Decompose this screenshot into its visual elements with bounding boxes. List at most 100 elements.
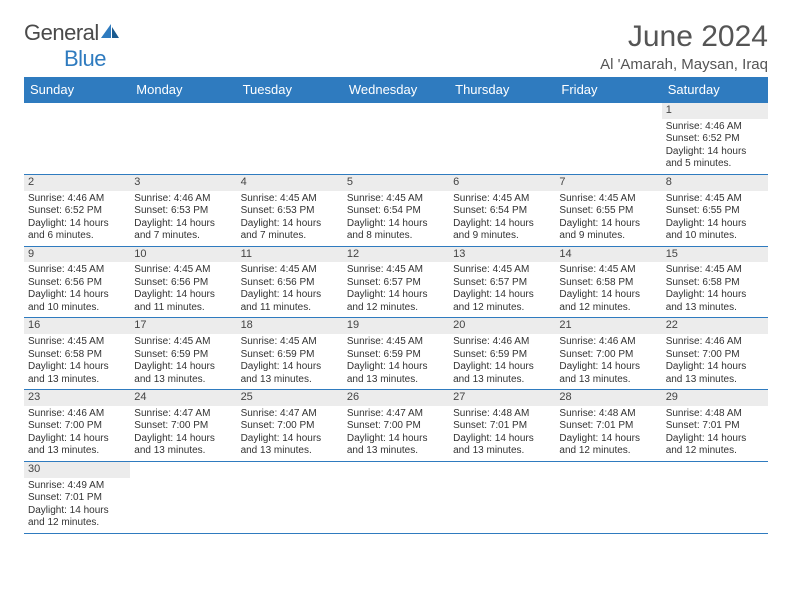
day-number: 19 xyxy=(343,318,449,334)
day-cell: 17 Sunrise: 4:45 AMSunset: 6:59 PMDayligh… xyxy=(130,318,236,389)
sunrise: Sunrise: 4:45 AM xyxy=(134,264,232,277)
day-cell xyxy=(24,103,130,174)
day-info: Sunrise: 4:45 AMSunset: 6:57 PMDaylight:… xyxy=(453,264,551,314)
sunrise: Sunrise: 4:45 AM xyxy=(347,193,445,206)
day-info: Sunrise: 4:45 AMSunset: 6:59 PMDaylight:… xyxy=(241,336,339,386)
day-cell: 5Sunrise: 4:45 AMSunset: 6:54 PMDaylight… xyxy=(343,175,449,246)
day-number: 21 xyxy=(555,318,661,334)
sunset: Sunset: 6:58 PM xyxy=(559,277,657,290)
sunrise: Sunrise: 4:45 AM xyxy=(666,264,764,277)
sunset: Sunset: 7:01 PM xyxy=(28,492,126,505)
day-info: Sunrise: 4:47 AMSunset: 7:00 PMDaylight:… xyxy=(134,408,232,458)
sunrise: Sunrise: 4:45 AM xyxy=(453,264,551,277)
daylight: Daylight: 14 hours and 13 minutes. xyxy=(453,433,551,458)
daylight: Daylight: 14 hours and 13 minutes. xyxy=(28,361,126,386)
sunset: Sunset: 6:57 PM xyxy=(347,277,445,290)
week-row: 16Sunrise: 4:45 AMSunset: 6:58 PMDayligh… xyxy=(24,317,768,389)
sunrise: Sunrise: 4:48 AM xyxy=(666,408,764,421)
sunset: Sunset: 7:00 PM xyxy=(28,420,126,433)
sunrise: Sunrise: 4:45 AM xyxy=(28,336,126,349)
day-cell: 4Sunrise: 4:45 AMSunset: 6:53 PMDaylight… xyxy=(237,175,343,246)
day-cell: 15Sunrise: 4:45 AMSunset: 6:58 PMDayligh… xyxy=(662,247,768,318)
day-cell xyxy=(130,103,236,174)
sunset: Sunset: 7:00 PM xyxy=(134,420,232,433)
weeks-container: 1Sunrise: 4:46 AMSunset: 6:52 PMDaylight… xyxy=(24,102,768,533)
day-number: 22 xyxy=(662,318,768,334)
daylight: Daylight: 14 hours and 12 minutes. xyxy=(28,505,126,530)
day-cell: 22Sunrise: 4:46 AMSunset: 7:00 PMDayligh… xyxy=(662,318,768,389)
day-info: Sunrise: 4:45 AMSunset: 6:59 PMDaylight:… xyxy=(347,336,445,386)
day-info: Sunrise: 4:46 AMSunset: 6:52 PMDaylight:… xyxy=(28,193,126,243)
sunset: Sunset: 6:56 PM xyxy=(241,277,339,290)
day-info: Sunrise: 4:49 AMSunset: 7:01 PMDaylight:… xyxy=(28,480,126,530)
day-info: Sunrise: 4:46 AMSunset: 6:59 PMDaylight:… xyxy=(453,336,551,386)
week-row: 9Sunrise: 4:45 AMSunset: 6:56 PMDaylight… xyxy=(24,246,768,318)
sunrise: Sunrise: 4:46 AM xyxy=(28,193,126,206)
daylight: Daylight: 14 hours and 12 minutes. xyxy=(453,289,551,314)
day-number: 14 xyxy=(555,247,661,263)
day-info: Sunrise: 4:45 AMSunset: 6:57 PMDaylight:… xyxy=(347,264,445,314)
sunrise: Sunrise: 4:45 AM xyxy=(347,264,445,277)
sunset: Sunset: 7:00 PM xyxy=(559,349,657,362)
sunrise: Sunrise: 4:46 AM xyxy=(28,408,126,421)
day-number: 9 xyxy=(24,247,130,263)
day-number: 18 xyxy=(237,318,343,334)
day-number: 27 xyxy=(449,390,555,406)
logo-sail-icon xyxy=(99,22,121,40)
day-number: 8 xyxy=(662,175,768,191)
day-info: Sunrise: 4:47 AMSunset: 7:00 PMDaylight:… xyxy=(347,408,445,458)
sunset: Sunset: 7:01 PM xyxy=(453,420,551,433)
day-cell: 16Sunrise: 4:45 AMSunset: 6:58 PMDayligh… xyxy=(24,318,130,389)
day-cell xyxy=(237,462,343,533)
daylight: Daylight: 14 hours and 7 minutes. xyxy=(134,218,232,243)
sunrise: Sunrise: 4:49 AM xyxy=(28,480,126,493)
sunset: Sunset: 6:56 PM xyxy=(134,277,232,290)
title-location: Al 'Amarah, Maysan, Iraq xyxy=(600,56,768,73)
dow-header: Wednesday xyxy=(343,77,449,102)
day-cell: 30Sunrise: 4:49 AMSunset: 7:01 PMDayligh… xyxy=(24,462,130,533)
daylight: Daylight: 14 hours and 13 minutes. xyxy=(666,361,764,386)
sunrise: Sunrise: 4:45 AM xyxy=(28,264,126,277)
sunset: Sunset: 6:53 PM xyxy=(134,205,232,218)
daylight: Daylight: 14 hours and 9 minutes. xyxy=(559,218,657,243)
day-info: Sunrise: 4:46 AMSunset: 6:53 PMDaylight:… xyxy=(134,193,232,243)
sunrise: Sunrise: 4:48 AM xyxy=(453,408,551,421)
day-cell: 6Sunrise: 4:45 AMSunset: 6:54 PMDaylight… xyxy=(449,175,555,246)
logo: General Blue xyxy=(24,20,121,72)
day-number: 17 xyxy=(130,318,236,334)
day-number: 6 xyxy=(449,175,555,191)
day-info: Sunrise: 4:46 AMSunset: 6:52 PMDaylight:… xyxy=(666,121,764,171)
sunrise: Sunrise: 4:46 AM xyxy=(453,336,551,349)
day-cell xyxy=(343,103,449,174)
daylight: Daylight: 14 hours and 13 minutes. xyxy=(134,433,232,458)
day-number: 1 xyxy=(662,103,768,119)
day-info: Sunrise: 4:45 AMSunset: 6:56 PMDaylight:… xyxy=(134,264,232,314)
sunrise: Sunrise: 4:48 AM xyxy=(559,408,657,421)
day-number: 5 xyxy=(343,175,449,191)
day-cell: 1 Sunrise: 4:46 AMSunset: 6:52 PMDaylight… xyxy=(662,103,768,174)
dow-header: Thursday xyxy=(449,77,555,102)
day-cell: 28Sunrise: 4:48 AMSunset: 7:01 PMDayligh… xyxy=(555,390,661,461)
sunrise: Sunrise: 4:47 AM xyxy=(241,408,339,421)
day-cell: 18 Sunrise: 4:45 AMSunset: 6:59 PMDayligh… xyxy=(237,318,343,389)
day-cell xyxy=(662,462,768,533)
day-info: Sunrise: 4:45 AMSunset: 6:59 PMDaylight:… xyxy=(134,336,232,386)
daylight: Daylight: 14 hours and 9 minutes. xyxy=(453,218,551,243)
daylight: Daylight: 14 hours and 13 minutes. xyxy=(28,433,126,458)
daylight: Daylight: 14 hours and 7 minutes. xyxy=(241,218,339,243)
sunset: Sunset: 7:00 PM xyxy=(666,349,764,362)
day-cell: 9Sunrise: 4:45 AMSunset: 6:56 PMDaylight… xyxy=(24,247,130,318)
daylight: Daylight: 14 hours and 12 minutes. xyxy=(666,433,764,458)
day-cell xyxy=(343,462,449,533)
day-cell xyxy=(555,103,661,174)
day-info: Sunrise: 4:45 AMSunset: 6:56 PMDaylight:… xyxy=(28,264,126,314)
sunset: Sunset: 6:52 PM xyxy=(28,205,126,218)
dow-header: Tuesday xyxy=(237,77,343,102)
week-row: 1 Sunrise: 4:46 AMSunset: 6:52 PMDaylight… xyxy=(24,102,768,174)
daylight: Daylight: 14 hours and 10 minutes. xyxy=(666,218,764,243)
day-cell: 2Sunrise: 4:46 AMSunset: 6:52 PMDaylight… xyxy=(24,175,130,246)
daylight: Daylight: 14 hours and 13 minutes. xyxy=(666,289,764,314)
daylight: Daylight: 14 hours and 13 minutes. xyxy=(241,361,339,386)
sunrise: Sunrise: 4:45 AM xyxy=(347,336,445,349)
day-cell xyxy=(237,103,343,174)
